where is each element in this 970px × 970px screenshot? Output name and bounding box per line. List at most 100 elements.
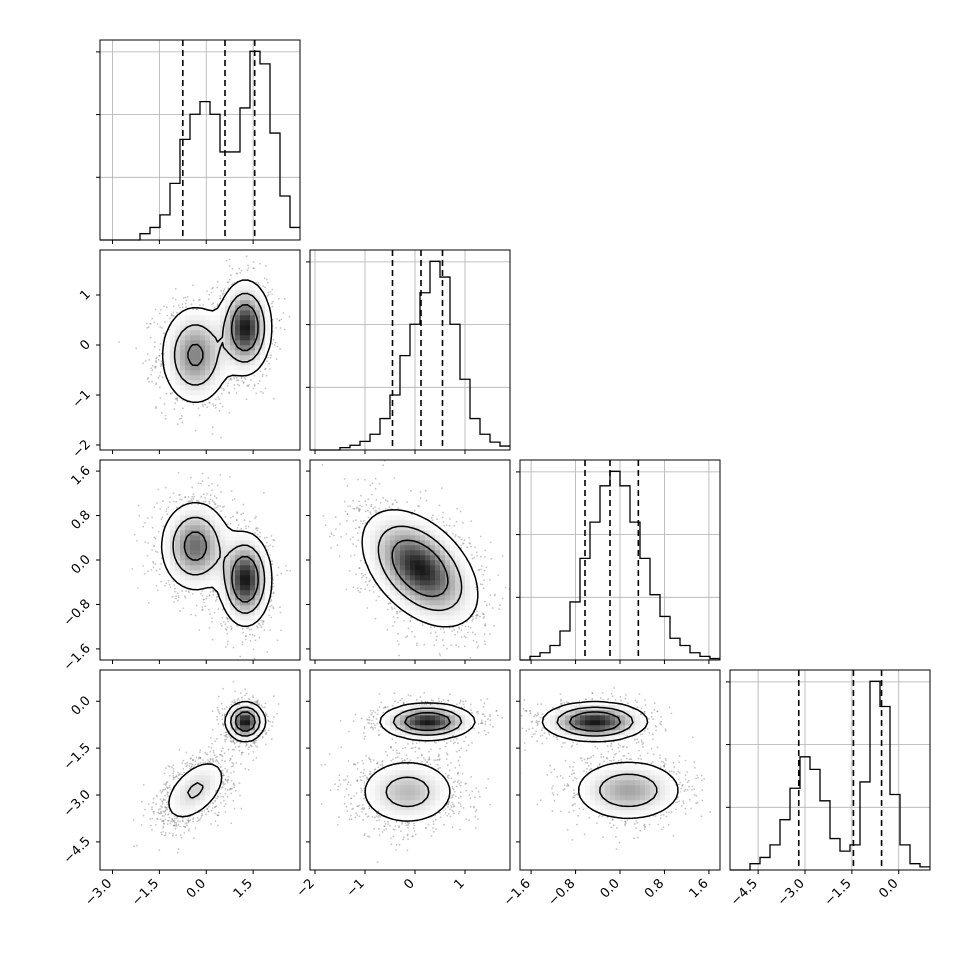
sample-point <box>224 628 227 630</box>
density-cell <box>165 350 171 356</box>
sample-point <box>271 293 273 295</box>
sample-point <box>232 646 235 649</box>
density-cell <box>245 280 251 286</box>
density-cell <box>240 350 246 356</box>
sample-point <box>159 386 161 389</box>
sample-point <box>175 397 178 400</box>
sample-point <box>173 408 176 411</box>
sample-point <box>211 589 214 591</box>
sample-point <box>273 591 275 594</box>
sample-point <box>255 392 258 395</box>
sample-point <box>142 525 145 528</box>
sample-point <box>275 327 278 329</box>
sample-point <box>211 500 214 502</box>
density-cell <box>170 350 176 356</box>
sample-point <box>157 488 160 491</box>
sample-point <box>197 499 199 502</box>
density-cell <box>230 325 236 331</box>
density-cell <box>250 350 256 356</box>
density-cell <box>225 325 231 331</box>
density-cell <box>240 365 246 371</box>
sample-point <box>192 497 195 500</box>
sample-point <box>133 533 136 536</box>
sample-point <box>219 474 222 476</box>
sample-point <box>283 328 286 331</box>
density-cell <box>250 620 256 626</box>
density-cell <box>205 575 211 581</box>
sample-point <box>246 627 248 630</box>
sample-point <box>270 599 273 602</box>
sample-point <box>258 623 260 625</box>
density-cell <box>185 310 191 316</box>
density-cell <box>245 615 251 621</box>
sample-point <box>204 403 207 406</box>
sample-point <box>259 531 261 534</box>
density-cell <box>205 390 211 396</box>
density-cell <box>190 375 196 381</box>
sample-point <box>243 519 246 522</box>
sample-point <box>204 500 207 503</box>
sample-point <box>244 638 247 641</box>
sample-point <box>237 524 240 526</box>
sample-point <box>279 327 282 329</box>
sample-point <box>268 614 270 617</box>
sample-point <box>208 594 211 596</box>
density-cell <box>215 335 221 341</box>
sample-point <box>171 314 174 317</box>
sample-point <box>219 295 222 297</box>
sample-point <box>254 639 257 642</box>
density-cell <box>255 305 261 311</box>
sample-point <box>153 345 156 348</box>
density-cell <box>225 580 231 586</box>
density-cell <box>230 310 236 316</box>
sample-point <box>155 406 157 408</box>
sample-point <box>176 423 179 426</box>
sample-point <box>265 374 268 377</box>
sample-point <box>187 590 190 592</box>
sample-point <box>160 363 162 365</box>
sample-point <box>203 601 205 604</box>
density-cell <box>180 325 186 331</box>
density-cell <box>195 320 201 326</box>
panel-contents <box>118 255 291 439</box>
sample-point <box>222 290 225 292</box>
density-cell <box>185 390 191 396</box>
density-cell <box>165 345 171 351</box>
sample-point <box>156 502 158 504</box>
density-cell <box>185 375 191 381</box>
density-cell <box>240 600 246 606</box>
sample-point <box>240 376 243 379</box>
density-cell <box>235 290 241 296</box>
sample-point <box>144 360 147 362</box>
sample-point <box>225 628 228 631</box>
sample-point <box>208 401 211 404</box>
sample-point <box>182 306 184 309</box>
density-cell <box>210 575 216 581</box>
sample-point <box>279 606 281 608</box>
density-cell <box>265 595 271 601</box>
sample-point <box>274 341 277 344</box>
sample-point <box>159 568 161 570</box>
sample-point <box>189 476 192 479</box>
sample-point <box>153 545 156 548</box>
density-cell <box>180 370 186 376</box>
density-cell <box>230 295 236 301</box>
sample-point <box>267 281 269 284</box>
sample-point <box>169 317 172 320</box>
sample-point <box>154 366 157 369</box>
sample-point <box>232 282 235 285</box>
sample-point <box>207 298 210 301</box>
sample-point <box>212 403 214 406</box>
sample-point <box>177 596 180 599</box>
density-cell <box>250 300 256 306</box>
density-cell <box>180 565 186 571</box>
density-cell <box>215 340 221 346</box>
sample-point <box>211 489 213 492</box>
sample-point <box>227 287 229 290</box>
sample-point <box>161 376 164 379</box>
sample-point <box>184 496 186 499</box>
density-cell <box>230 370 236 376</box>
sample-point <box>260 619 263 622</box>
density-cell <box>190 390 196 396</box>
density-cell <box>215 350 221 356</box>
